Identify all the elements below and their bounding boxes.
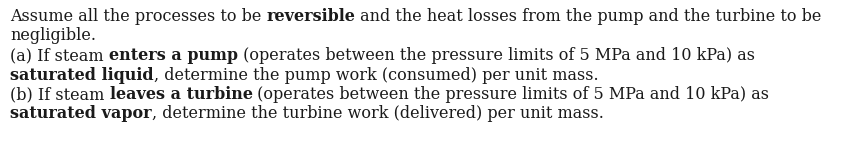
Text: (operates between the pressure limits of 5 MPa and 10 kPa) as: (operates between the pressure limits of…: [252, 86, 770, 103]
Text: (operates between the pressure limits of 5 MPa and 10 kPa) as: (operates between the pressure limits of…: [238, 47, 755, 64]
Text: and the heat losses from the pump and the turbine to be: and the heat losses from the pump and th…: [355, 8, 822, 25]
Text: leaves a turbine: leaves a turbine: [109, 86, 252, 103]
Text: (b) If steam: (b) If steam: [10, 86, 109, 103]
Text: negligible.: negligible.: [10, 28, 96, 45]
Text: , determine the pump work (consumed) per unit mass.: , determine the pump work (consumed) per…: [153, 67, 598, 83]
Text: reversible: reversible: [266, 8, 355, 25]
Text: saturated vapor: saturated vapor: [10, 105, 152, 123]
Text: saturated liquid: saturated liquid: [10, 67, 153, 83]
Text: , determine the turbine work (delivered) per unit mass.: , determine the turbine work (delivered)…: [152, 105, 603, 123]
Text: (a) If steam: (a) If steam: [10, 47, 108, 64]
Text: enters a pump: enters a pump: [108, 47, 238, 64]
Text: Assume all the processes to be: Assume all the processes to be: [10, 8, 266, 25]
